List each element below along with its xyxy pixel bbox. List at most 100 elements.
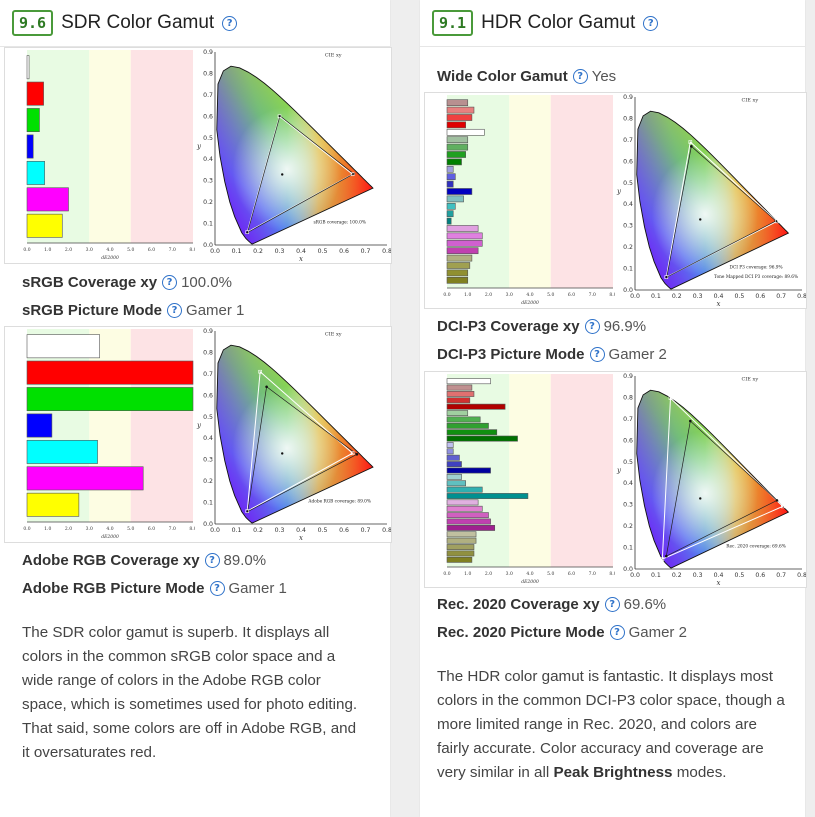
sdr-help-icon[interactable]: ? [222, 15, 238, 31]
y-tick-label: 0.1 [623, 266, 633, 273]
help-icon[interactable]: ? [589, 347, 605, 362]
de-bar [446, 121, 466, 129]
de-tick-label: 8.0 [609, 571, 615, 577]
hdr-help-icon[interactable]: ? [643, 15, 659, 31]
x-tick-label: 0.8 [382, 248, 391, 255]
y-tick-label: 0.0 [203, 242, 213, 249]
zone-bad [550, 374, 613, 567]
srgb-coverage-value: 100.0% [181, 274, 232, 291]
y-axis-label: y [196, 143, 202, 151]
x-tick-label: 0.6 [755, 572, 765, 579]
measured-point [265, 385, 268, 389]
de-tick-label: 1.0 [464, 292, 471, 298]
x-tick-label: 0.3 [275, 248, 285, 255]
p3-coverage-label: DCI-P3 Coverage xy [437, 318, 580, 335]
de-bar [446, 499, 479, 506]
de-bar [26, 213, 63, 238]
cie-diagram: 0.00.0 0.1 0.1 0.2 0.2 0.3 0.3 0.4 0.4 0.5 0.5 0.6 0… [616, 373, 806, 587]
de-bar [446, 158, 462, 166]
sdr-adobe-coverage-row: Adobe RGB Coverage xy ? 89.0% [22, 552, 266, 569]
de-bar [446, 99, 469, 107]
de-tick-label: 1.0 [44, 247, 51, 253]
y-tick-label: 0.8 [623, 394, 633, 401]
divider [420, 46, 805, 47]
de-tick-label: 5.0 [547, 571, 554, 577]
y-axis-label: y [196, 422, 202, 430]
spectral-locus-outline [216, 65, 374, 245]
x-tick-label: 0.6 [755, 293, 765, 300]
adobe-mode-value: Gamer 1 [228, 580, 287, 597]
sdr-title: SDR Color Gamut [61, 12, 215, 33]
de-bar [446, 165, 454, 173]
de-tick-label: 7.0 [589, 292, 596, 298]
help-icon[interactable]: ? [204, 553, 220, 568]
de-bar [446, 537, 477, 544]
sdr-adobe-de-bars: 0.0 1.0 2.0 3.0 4.0 5.0 6.0 7.0 8.0 dE2000 [5, 327, 195, 542]
de-bar [446, 524, 496, 531]
target-point [775, 219, 779, 224]
target-point [258, 369, 262, 374]
hdr-p3-cie-diagram: 0.0 0.0 0.1 0.1 0.2 0.2 0.3 0.3 0.4 0.4 0.5 0.5 0.6 0… [615, 93, 806, 308]
de-tick-label: 0.0 [443, 292, 450, 298]
de-bar [446, 403, 506, 410]
p3-coverage-value: 96.9% [603, 318, 647, 335]
x-tick-label: 0.7 [361, 248, 371, 255]
de-bar [446, 232, 483, 240]
de-bar [446, 217, 452, 225]
de-bar [446, 467, 491, 474]
x-tick-label: 0.4 [714, 293, 724, 300]
de-tick-label: 3.0 [86, 247, 93, 253]
rec-mode-label: Rec. 2020 Picture Mode [437, 624, 605, 641]
srgb-coverage-label: sRGB Coverage xy [22, 274, 158, 291]
help-icon[interactable]: ? [162, 275, 178, 290]
de-bar [446, 544, 475, 550]
y-tick-label: 0.3 [623, 223, 633, 230]
help-icon[interactable]: ? [209, 581, 225, 596]
cie-title: CIE xy [741, 376, 758, 382]
de-bar [446, 410, 469, 417]
de-bar [26, 81, 44, 106]
de-bar [446, 461, 462, 468]
sdr-srgb-chart: 0.01.02.03.04.05.06.07.08.0dE2000 0.00.0… [4, 47, 392, 264]
de-tick-label: 8.0 [189, 526, 195, 532]
de-bar [446, 556, 473, 563]
de-bar [26, 134, 34, 159]
x-tick-label: 0.6 [339, 248, 349, 255]
de-tick-label: 3.0 [86, 526, 93, 532]
cie-diagram: 0.00.0 0.1 0.1 0.2 0.2 0.3 0.3 0.4 0.4 0.5 0.5 0.6 0… [616, 94, 806, 308]
sdr-adobe-cie-diagram: 0.0 0.0 0.1 0.1 0.2 0.2 0.3 0.3 0.4 0.4 0.5 0.5 0.6 0… [195, 327, 391, 542]
y-tick-label: 0.4 [623, 201, 633, 208]
coverage-annotation: Rec. 2020 coverage: 69.6% [726, 545, 786, 550]
de-bar [446, 136, 469, 144]
y-tick-label: 0.8 [203, 70, 213, 77]
help-icon[interactable]: ? [584, 319, 600, 334]
help-icon[interactable]: ? [167, 303, 183, 318]
cie-diagram: 0.00.0 0.1 0.1 0.2 0.2 0.3 0.3 0.4 0.4 0.5 0.5 0.6 0… [196, 49, 391, 263]
help-icon[interactable]: ? [609, 625, 625, 640]
de-bar-chart: 0.0 1.0 2.0 3.0 4.0 5.0 6.0 7.0 8.0 dE2000 [443, 95, 615, 306]
x-tick-label: 0.4 [714, 572, 724, 579]
y-tick-label: 0.5 [203, 414, 213, 421]
help-icon[interactable]: ? [604, 597, 620, 612]
de-bar [446, 397, 471, 404]
measured-gamut [246, 115, 355, 234]
de-bar [446, 505, 483, 512]
de-bar [26, 413, 53, 438]
de-bar [446, 269, 469, 277]
x-tick-label: 0.7 [361, 527, 371, 534]
de-tick-label: 3.0 [506, 292, 513, 298]
y-tick-label: 0.6 [203, 113, 213, 120]
zone-ok [509, 374, 551, 567]
help-icon[interactable]: ? [572, 69, 588, 84]
sdr-color-gamut-card: 9.6 SDR Color Gamut ? 0.0 1.0 2.0 3.0 4.0 5.0… [0, 0, 392, 817]
de-bar [446, 442, 454, 448]
x-tick-label: 0.1 [651, 572, 661, 579]
de-tick-label: 7.0 [169, 526, 176, 532]
hdr-description: The HDR color gamut is fantastic. It dis… [437, 665, 787, 785]
de-tick-label: 8.0 [609, 292, 615, 298]
de-bar [446, 188, 473, 195]
x-tick-label: 0.0 [210, 527, 220, 534]
target-point [245, 509, 250, 513]
sdr-adobe-chart: 0.01.02.03.04.05.06.07.08.0dE2000 0.00.0… [4, 326, 392, 543]
de-bar [26, 360, 194, 385]
